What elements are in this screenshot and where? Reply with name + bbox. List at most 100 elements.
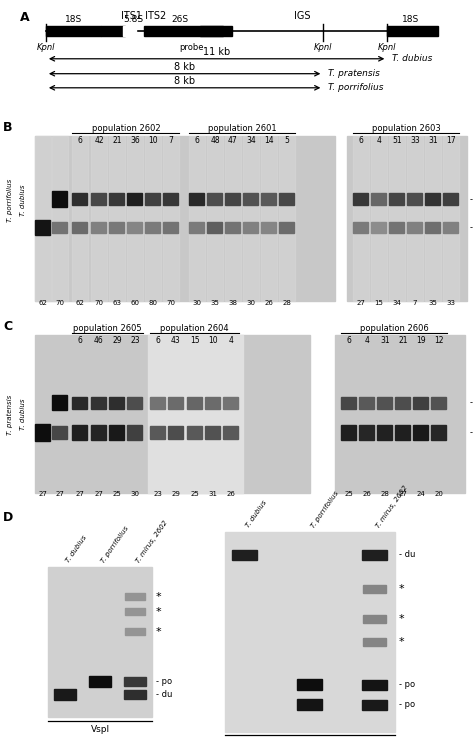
Text: 51: 51 [392, 136, 402, 145]
Text: 43: 43 [171, 337, 181, 346]
Bar [426, 223, 440, 233]
Text: T. dubius: T. dubius [392, 55, 432, 63]
Bar [53, 426, 67, 439]
Text: Kpnl: Kpnl [314, 43, 333, 52]
Bar [225, 136, 241, 301]
Bar [364, 584, 386, 593]
Bar [35, 136, 51, 301]
Text: 18S: 18S [65, 15, 82, 24]
Text: - po: - po [470, 223, 474, 232]
Bar [387, 27, 438, 35]
Text: B: B [3, 121, 12, 134]
Bar [298, 699, 322, 710]
Text: - du: - du [156, 691, 173, 699]
Text: 5.8S: 5.8S [123, 15, 144, 24]
Bar [341, 425, 356, 440]
Text: 21: 21 [398, 337, 408, 346]
Text: 6: 6 [358, 136, 364, 145]
Text: population 2601: population 2601 [208, 124, 276, 133]
Bar [233, 550, 257, 559]
Text: 31: 31 [380, 337, 390, 346]
Bar [189, 136, 205, 301]
Bar [353, 136, 369, 301]
Text: 18S: 18S [402, 15, 419, 24]
Text: T. mirus, 2602: T. mirus, 2602 [375, 484, 409, 528]
Bar [91, 397, 107, 408]
Text: 6: 6 [155, 337, 160, 346]
Text: 21: 21 [112, 136, 122, 145]
Text: 4: 4 [376, 136, 382, 145]
Text: 26S: 26S [172, 15, 189, 24]
Bar [151, 426, 165, 439]
Bar [341, 397, 356, 408]
Text: probe: probe [179, 43, 203, 52]
Bar [91, 193, 107, 205]
Bar [389, 136, 405, 301]
Bar [36, 220, 51, 235]
Bar [89, 677, 111, 688]
Text: 27: 27 [356, 300, 365, 306]
Text: 28: 28 [381, 492, 390, 497]
Text: - du: - du [470, 398, 474, 407]
Text: T. dubius: T. dubius [20, 399, 26, 430]
Bar [408, 193, 422, 205]
Bar [73, 193, 88, 205]
Bar [124, 677, 146, 686]
Text: 6: 6 [78, 136, 82, 145]
Bar [188, 397, 202, 408]
Text: 20: 20 [435, 492, 444, 497]
Text: 11 kb: 11 kb [203, 46, 230, 57]
Text: 62: 62 [38, 300, 47, 306]
Text: 25: 25 [113, 492, 121, 497]
Bar [46, 27, 101, 35]
Text: *: * [156, 592, 162, 601]
Bar [363, 680, 388, 690]
Bar [146, 223, 161, 233]
Bar [395, 397, 410, 408]
Text: T. pratensis: T. pratensis [7, 394, 13, 435]
Bar [35, 136, 335, 301]
Text: population 2604: population 2604 [160, 324, 229, 333]
Bar [35, 335, 310, 493]
Bar [243, 136, 259, 301]
Bar [109, 425, 125, 440]
Text: population 2606: population 2606 [360, 324, 428, 333]
Text: 15: 15 [190, 337, 200, 346]
Bar [359, 397, 374, 408]
Text: *: * [399, 584, 405, 594]
Text: - po: - po [399, 680, 415, 689]
Text: 70: 70 [94, 300, 103, 306]
Bar [208, 223, 222, 233]
Text: 46: 46 [94, 337, 104, 346]
Bar [372, 223, 386, 233]
Bar [377, 425, 392, 440]
Bar [145, 136, 161, 301]
Bar [101, 27, 125, 35]
Bar [364, 615, 386, 623]
Text: 28: 28 [283, 300, 292, 306]
Bar [188, 426, 202, 439]
Bar [164, 193, 179, 205]
Text: T. mirus, 2602: T. mirus, 2602 [135, 519, 169, 564]
Bar [109, 193, 125, 205]
Text: 27: 27 [399, 492, 408, 497]
Text: 23: 23 [154, 492, 163, 497]
Bar [53, 191, 67, 207]
Bar [262, 193, 276, 205]
Bar [298, 680, 322, 691]
Text: 63: 63 [112, 300, 121, 306]
Bar [335, 335, 465, 493]
Bar [146, 193, 161, 205]
Text: 26: 26 [363, 492, 372, 497]
Text: 31: 31 [209, 492, 218, 497]
Bar [163, 136, 179, 301]
Bar [109, 136, 125, 301]
Text: 8 kb: 8 kb [174, 62, 195, 71]
Bar [148, 335, 243, 493]
Text: 14: 14 [264, 136, 274, 145]
Bar [125, 593, 145, 600]
Bar [354, 193, 368, 205]
Bar [431, 397, 447, 408]
Text: 34: 34 [246, 136, 256, 145]
Text: 33: 33 [410, 136, 420, 145]
